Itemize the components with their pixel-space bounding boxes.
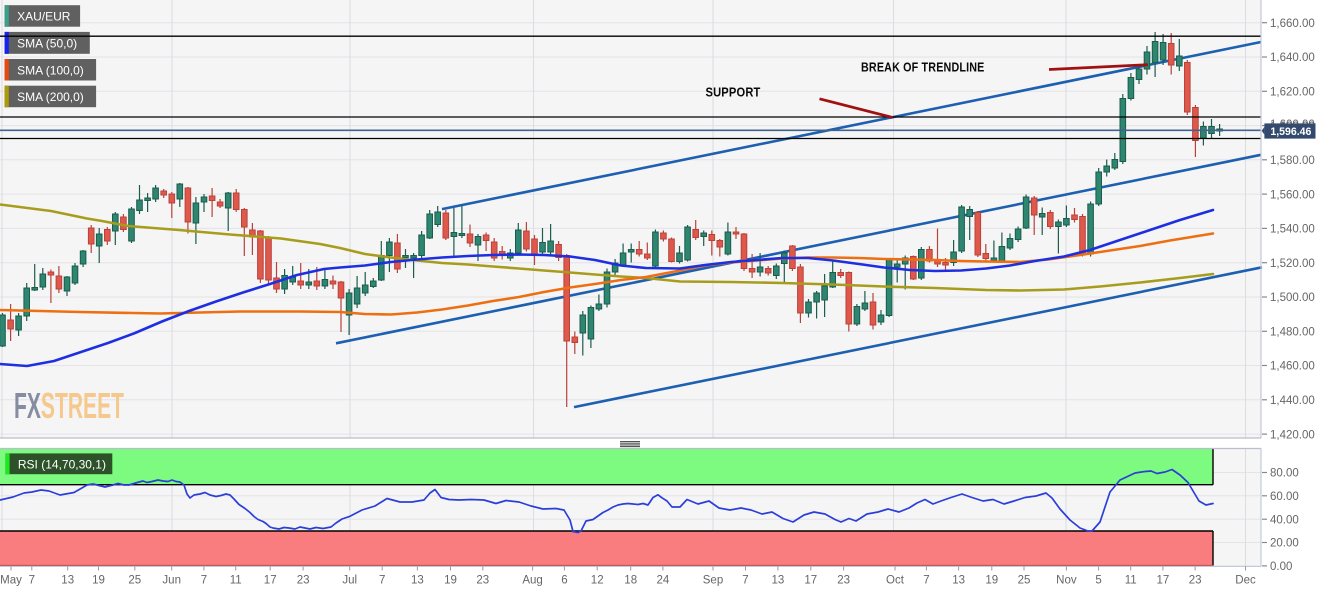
svg-text:17: 17 <box>264 575 277 587</box>
svg-text:1,596.46: 1,596.46 <box>1270 126 1311 138</box>
svg-text:23: 23 <box>837 575 850 587</box>
svg-text:May: May <box>0 575 22 587</box>
svg-text:1,460.00: 1,460.00 <box>1270 361 1315 373</box>
svg-text:1,620.00: 1,620.00 <box>1270 87 1315 99</box>
svg-text:SMA (200,0): SMA (200,0) <box>17 90 84 104</box>
svg-text:13: 13 <box>61 575 74 587</box>
svg-text:RSI (14,70,30,1): RSI (14,70,30,1) <box>18 457 106 471</box>
svg-text:BREAK OF TRENDLINE: BREAK OF TRENDLINE <box>861 61 985 75</box>
svg-text:20.00: 20.00 <box>1270 538 1299 550</box>
svg-text:Nov: Nov <box>1056 575 1077 587</box>
svg-text:23: 23 <box>476 575 489 587</box>
svg-text:80.00: 80.00 <box>1270 468 1299 480</box>
svg-text:1,480.00: 1,480.00 <box>1270 327 1315 339</box>
svg-text:11: 11 <box>1125 575 1137 587</box>
svg-text:5: 5 <box>1095 575 1101 587</box>
svg-text:1,560.00: 1,560.00 <box>1270 189 1315 201</box>
svg-text:19: 19 <box>985 575 998 587</box>
svg-text:Jun: Jun <box>162 575 181 587</box>
svg-text:6: 6 <box>561 575 567 587</box>
svg-text:SUPPORT: SUPPORT <box>706 85 761 99</box>
svg-text:25: 25 <box>128 575 141 587</box>
svg-text:7: 7 <box>29 575 35 587</box>
svg-text:0.00: 0.00 <box>1270 561 1292 573</box>
svg-text:12: 12 <box>591 575 604 587</box>
svg-text:Aug: Aug <box>522 575 542 587</box>
svg-text:19: 19 <box>444 575 457 587</box>
svg-text:23: 23 <box>297 575 310 587</box>
svg-text:1,420.00: 1,420.00 <box>1270 429 1315 441</box>
svg-text:19: 19 <box>92 575 105 587</box>
svg-text:XAU/EUR: XAU/EUR <box>17 9 71 23</box>
svg-text:7: 7 <box>742 575 748 587</box>
svg-text:1,500.00: 1,500.00 <box>1270 292 1315 304</box>
svg-text:24: 24 <box>657 575 670 587</box>
svg-text:Oct: Oct <box>886 575 905 587</box>
svg-text:17: 17 <box>1157 575 1170 587</box>
svg-text:SMA (100,0): SMA (100,0) <box>17 63 84 77</box>
svg-text:7: 7 <box>201 575 207 587</box>
svg-text:13: 13 <box>772 575 785 587</box>
svg-text:1,540.00: 1,540.00 <box>1270 224 1315 236</box>
svg-text:1,520.00: 1,520.00 <box>1270 258 1315 270</box>
svg-text:11: 11 <box>230 575 242 587</box>
svg-text:25: 25 <box>1018 575 1031 587</box>
svg-text:1,660.00: 1,660.00 <box>1270 18 1315 30</box>
svg-text:7: 7 <box>923 575 929 587</box>
svg-text:40.00: 40.00 <box>1270 514 1299 526</box>
svg-text:23: 23 <box>1189 575 1202 587</box>
svg-text:FXSTREET: FXSTREET <box>14 386 124 426</box>
svg-text:1,440.00: 1,440.00 <box>1270 395 1315 407</box>
svg-text:1,640.00: 1,640.00 <box>1270 52 1315 64</box>
svg-text:18: 18 <box>624 575 637 587</box>
svg-text:17: 17 <box>804 575 817 587</box>
svg-text:Jul: Jul <box>342 575 357 587</box>
svg-text:Dec: Dec <box>1235 575 1256 587</box>
svg-text:13: 13 <box>952 575 965 587</box>
svg-text:7: 7 <box>379 575 385 587</box>
svg-text:60.00: 60.00 <box>1270 491 1299 503</box>
svg-text:1,580.00: 1,580.00 <box>1270 155 1315 167</box>
svg-text:Sep: Sep <box>703 575 723 587</box>
svg-text:SMA (50,0): SMA (50,0) <box>17 36 77 50</box>
svg-text:13: 13 <box>411 575 424 587</box>
